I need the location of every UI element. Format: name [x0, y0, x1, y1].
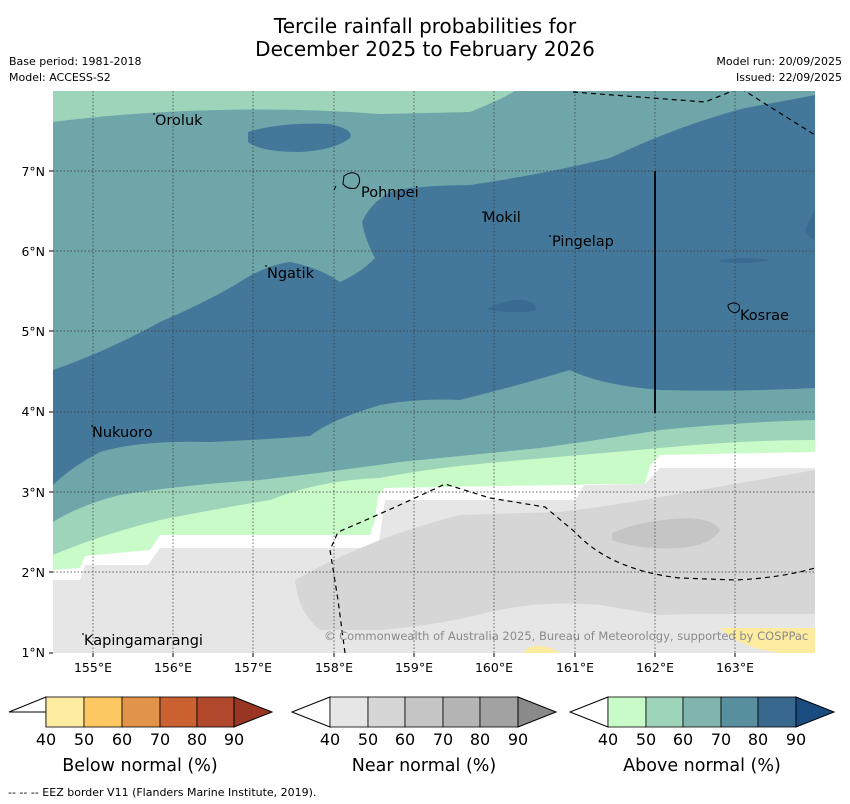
- colorbar-near-title: Near normal (%): [351, 756, 497, 776]
- lat-label: 1°N: [21, 645, 45, 660]
- lon-label: 158°E: [314, 660, 353, 675]
- lat-label: 4°N: [21, 404, 45, 419]
- issued-date: Issued: 22/09/2025: [735, 71, 842, 84]
- lat-label: 3°N: [21, 485, 45, 500]
- lon-label: 156°E: [153, 660, 192, 675]
- lat-label: 6°N: [21, 244, 45, 259]
- pohnpei-island-icon: [342, 172, 361, 189]
- colorbar-tick: 50: [357, 730, 379, 749]
- lon-label: 155°E: [73, 660, 112, 675]
- probability-field: [53, 91, 815, 653]
- kosrae-island-icon: [727, 302, 740, 314]
- colorbar-tick: 60: [111, 730, 133, 749]
- lon-label: 160°E: [474, 660, 513, 675]
- colorbar-tick: 50: [635, 730, 657, 749]
- place-nukuoro: Nukuoro: [92, 425, 153, 441]
- lat-label: 5°N: [21, 324, 45, 339]
- place-kapingamarangi: Kapingamarangi: [84, 633, 203, 649]
- copyright-notice: © Commonwealth of Australia 2025, Bureau…: [324, 629, 809, 643]
- place-pohnpei: Pohnpei: [361, 185, 419, 201]
- colorbar-tick: 60: [672, 730, 694, 749]
- place-kosrae: Kosrae: [740, 308, 789, 324]
- colorbar-tick: 60: [394, 730, 416, 749]
- lon-label: 162°E: [635, 660, 674, 675]
- colorbar-tick: 40: [319, 730, 341, 749]
- colorbar-tick: 70: [432, 730, 454, 749]
- eez-footnote: -- -- -- EEZ border V11 (Flanders Marine…: [8, 786, 317, 799]
- colorbar-tick: 40: [35, 730, 57, 749]
- lon-label: 157°E: [233, 660, 272, 675]
- place-ngatik: Ngatik: [267, 266, 315, 282]
- colorbar-tick: 40: [597, 730, 619, 749]
- map-title-line2: December 2025 to February 2026: [255, 37, 595, 61]
- colorbar-tick: 80: [747, 730, 769, 749]
- colorbar-below-title: Below normal (%): [62, 756, 218, 776]
- colorbar-tick: 80: [186, 730, 208, 749]
- model-run: Model run: 20/09/2025: [716, 55, 842, 68]
- lat-label: 7°N: [21, 164, 45, 179]
- colorbar-above-title: Above normal (%): [623, 756, 781, 776]
- lon-label: 161°E: [555, 660, 594, 675]
- lon-label: 159°E: [394, 660, 433, 675]
- lon-label: 163°E: [715, 660, 754, 675]
- place-oroluk: Oroluk: [155, 113, 203, 129]
- colorbar-near: [290, 696, 558, 728]
- colorbar-tick: 70: [710, 730, 732, 749]
- colorbar-above: [568, 696, 836, 728]
- place-pingelap: Pingelap: [552, 234, 614, 250]
- model-name: Model: ACCESS-S2: [9, 71, 111, 84]
- colorbar-tick: 80: [469, 730, 491, 749]
- colorbar-below: [8, 696, 274, 728]
- map-title-line1: Tercile rainfall probabilities for: [273, 14, 577, 38]
- axis-ticks: [49, 170, 736, 657]
- colorbar-tick: 70: [149, 730, 171, 749]
- lat-label: 2°N: [21, 565, 45, 580]
- place-mokil: Mokil: [483, 210, 521, 226]
- colorbar-tick: 90: [785, 730, 807, 749]
- base-period: Base period: 1981-2018: [9, 55, 142, 68]
- eez-border: [329, 91, 815, 653]
- graticule: [53, 91, 815, 653]
- colorbar-tick: 90: [507, 730, 529, 749]
- colorbar-tick: 90: [223, 730, 245, 749]
- colorbar-tick: 50: [73, 730, 95, 749]
